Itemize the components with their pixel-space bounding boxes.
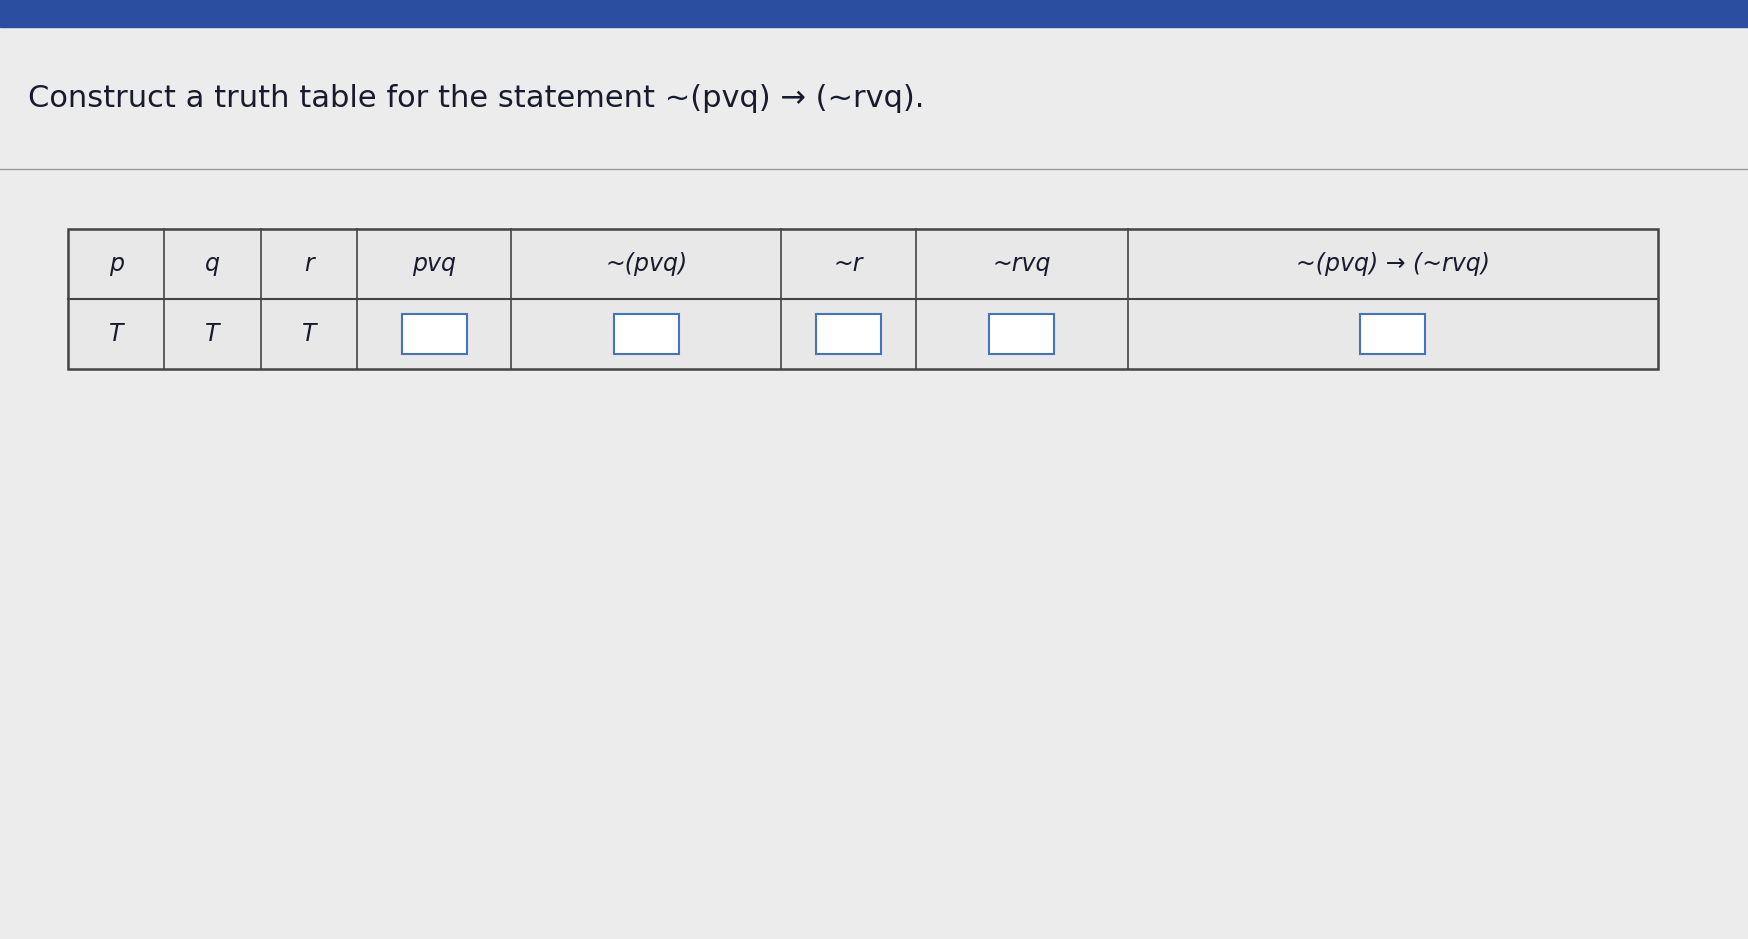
Text: ~r: ~r — [834, 252, 864, 276]
Text: Construct a truth table for the statement ~(pvq) → (~rvq).: Construct a truth table for the statemen… — [28, 84, 925, 113]
Text: ~(pvq) → (~rvq): ~(pvq) → (~rvq) — [1295, 252, 1489, 276]
Text: T: T — [302, 322, 316, 346]
Text: T: T — [108, 322, 124, 346]
Text: p: p — [108, 252, 124, 276]
Bar — [68, 229, 1657, 369]
Text: ~rvq: ~rvq — [993, 252, 1051, 276]
Text: r: r — [304, 252, 313, 276]
Bar — [816, 314, 881, 354]
Text: T: T — [205, 322, 220, 346]
Bar — [1360, 314, 1425, 354]
Bar — [402, 314, 467, 354]
Text: ~(pvq): ~(pvq) — [605, 252, 687, 276]
Text: pvq: pvq — [413, 252, 456, 276]
Bar — [0, 0, 1748, 27]
Bar — [989, 314, 1054, 354]
Text: q: q — [205, 252, 220, 276]
Bar — [68, 229, 1657, 369]
Bar — [614, 314, 678, 354]
